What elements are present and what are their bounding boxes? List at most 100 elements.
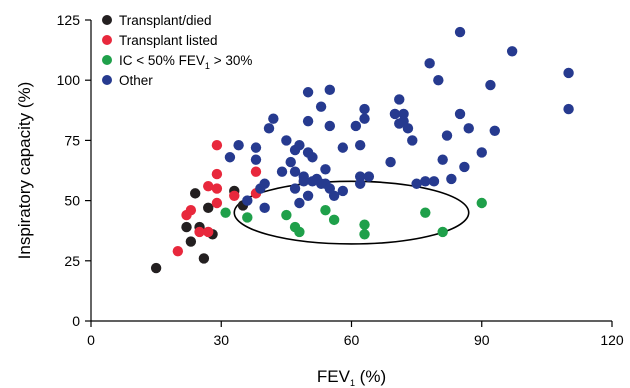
data-point-series-3 [563, 103, 574, 115]
x-tick-label: 120 [600, 332, 624, 348]
data-point-series-3 [446, 173, 457, 185]
data-point-series-3 [337, 142, 349, 153]
data-point-series-3 [363, 171, 375, 182]
legend-label: Transplant listed [119, 33, 218, 48]
y-axis-title: Inspiratory capacity (%) [15, 82, 34, 260]
x-tick-label: 30 [213, 332, 229, 348]
data-point-series-1 [250, 166, 262, 177]
legend-marker [102, 15, 112, 25]
data-point-series-0 [181, 221, 192, 233]
data-point-series-2 [359, 229, 370, 240]
data-point-series-3 [485, 79, 496, 91]
data-point-series-3 [289, 166, 301, 177]
data-point-series-0 [185, 236, 197, 247]
data-point-series-3 [281, 135, 292, 146]
data-point-series-3 [285, 156, 296, 168]
legend-label: Other [119, 73, 153, 88]
data-point-series-3 [350, 120, 362, 132]
data-point-series-3 [259, 178, 270, 189]
data-point-series-3 [320, 164, 331, 175]
data-point-series-2 [437, 226, 448, 238]
y-tick-label: 25 [64, 253, 80, 269]
data-point-series-3 [259, 202, 270, 214]
data-point-series-3 [302, 115, 314, 127]
x-tick-label: 0 [87, 332, 95, 348]
legend-marker [102, 35, 112, 45]
data-point-series-1 [211, 140, 223, 151]
y-tick-label: 75 [64, 132, 80, 148]
data-point-series-0 [150, 262, 162, 274]
data-point-series-3 [359, 103, 370, 115]
axes: 0 30 60 90 120 0 25 50 75 100 125 [57, 12, 624, 348]
data-point-series-3 [307, 152, 318, 163]
data-point-series-0 [190, 188, 201, 199]
y-tick-label: 0 [72, 313, 80, 329]
x-axis-title: FEV1 (%) [317, 367, 386, 388]
data-point-series-3 [398, 108, 409, 120]
data-point-series-3 [441, 130, 453, 141]
data-point-series-1 [185, 205, 197, 216]
data-point-series-3 [433, 75, 444, 86]
data-point-series-3 [437, 154, 448, 165]
data-point-series-3 [294, 197, 305, 209]
data-point-series-2 [220, 207, 231, 218]
data-point-series-3 [324, 120, 335, 132]
data-point-series-3 [233, 140, 244, 151]
data-point-series-3 [324, 84, 335, 96]
data-point-series-2 [242, 212, 253, 223]
data-point-series-3 [250, 142, 262, 153]
y-tick-label: 50 [64, 193, 80, 209]
data-point-series-3 [250, 154, 262, 165]
data-point-series-3 [298, 176, 309, 187]
data-point-series-3 [463, 123, 474, 134]
data-point-series-2 [420, 207, 431, 218]
x-tick-label: 90 [474, 332, 490, 348]
data-point-series-3 [420, 176, 431, 187]
data-point-series-3 [302, 190, 314, 201]
data-point-series-3 [506, 46, 518, 57]
data-point-series-3 [302, 87, 314, 98]
data-point-series-3 [276, 166, 288, 177]
data-point-series-3 [394, 94, 405, 105]
data-point-series-3 [242, 195, 253, 206]
highlight-ellipse [233, 180, 470, 245]
data-point-series-3 [389, 108, 401, 120]
data-point-series-2 [320, 205, 331, 216]
data-point-series-1 [172, 245, 184, 257]
data-point-series-3 [354, 171, 366, 182]
data-point-series-3 [454, 26, 466, 38]
data-point-series-3 [359, 113, 370, 124]
data-point-series-1 [203, 180, 214, 192]
data-point-series-2 [359, 219, 370, 230]
y-tick-label: 125 [57, 12, 81, 28]
data-point-series-3 [428, 176, 440, 187]
data-point-series-3 [459, 161, 470, 173]
data-point-series-3 [476, 147, 487, 158]
x-tick-label: 60 [344, 332, 360, 348]
data-point-series-2 [294, 226, 305, 238]
data-point-series-3 [454, 108, 466, 120]
data-point-series-1 [211, 197, 223, 209]
legend-label: IC < 50% FEV1 > 30% [119, 53, 252, 71]
legend-marker [102, 75, 112, 85]
data-point-series-3 [315, 101, 327, 112]
data-point-series-3 [337, 185, 349, 197]
y-tick-label: 100 [57, 72, 81, 88]
data-point-series-1 [194, 226, 205, 238]
data-point-series-1 [203, 226, 214, 238]
legend-marker [102, 55, 112, 65]
data-point-series-3 [489, 125, 500, 136]
data-point-series-3 [411, 178, 422, 189]
data-point-series-3 [294, 140, 305, 151]
data-point-series-2 [476, 197, 487, 209]
legend-label: Transplant/died [119, 13, 212, 28]
data-point-series-0 [198, 253, 210, 264]
data-point-series-2 [328, 214, 340, 226]
data-point-series-3 [407, 135, 418, 146]
annotations [233, 180, 470, 245]
data-point-series-3 [328, 190, 340, 201]
data-points [150, 26, 574, 274]
data-point-series-1 [211, 183, 223, 194]
